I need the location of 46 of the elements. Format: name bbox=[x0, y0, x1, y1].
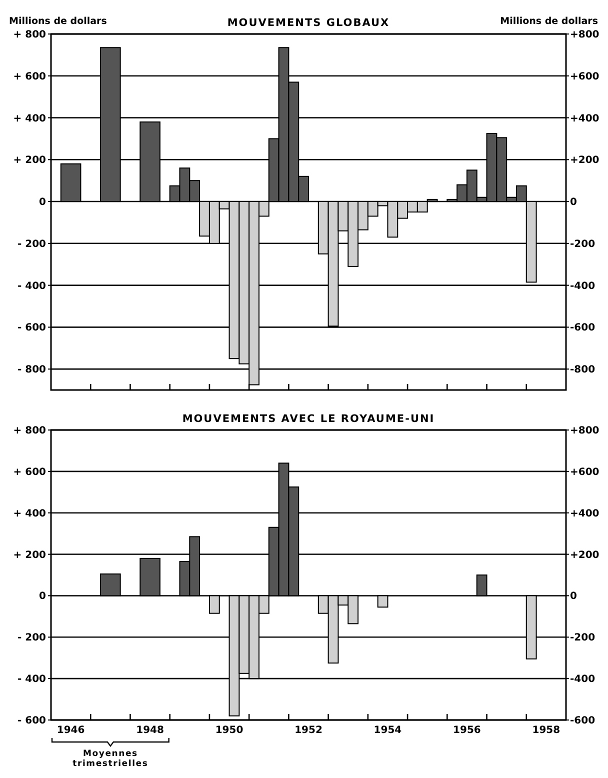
y-tick-label: - 400 bbox=[17, 674, 46, 686]
y-tick-label: - 200 bbox=[17, 632, 46, 644]
y2-tick-label: -800 bbox=[570, 364, 596, 376]
y-tick-label: + 800 bbox=[13, 426, 46, 436]
x-tick-label: 1950 bbox=[215, 725, 244, 736]
y-tick-label: + 400 bbox=[13, 113, 46, 124]
y2-tick-label: +400 bbox=[570, 508, 600, 520]
y2-tick-label: -400 bbox=[570, 280, 596, 292]
y-tick-label: - 400 bbox=[17, 280, 46, 292]
y-tick-label: + 600 bbox=[13, 71, 46, 82]
y2-tick-label: +400 bbox=[570, 113, 600, 124]
y2-tick-label: +200 bbox=[570, 155, 600, 166]
y-tick-label: + 200 bbox=[13, 550, 46, 561]
y2-tick-label: -400 bbox=[570, 674, 596, 686]
y2-tick-label: +200 bbox=[570, 550, 600, 561]
y2-tick-label: -600 bbox=[570, 322, 596, 334]
y2-tick-label: +600 bbox=[570, 71, 600, 82]
y-tick-label: + 600 bbox=[13, 466, 46, 478]
y-axis-title: Millions de dollars bbox=[9, 16, 108, 27]
chart-title: MOUVEMENTS AVEC LE ROYAUME-UNI bbox=[182, 413, 435, 425]
y2-axis-title: Millions de dollars bbox=[500, 16, 598, 27]
y2-tick-label: -200 bbox=[570, 238, 596, 250]
x-tick-label: 1958 bbox=[532, 725, 560, 736]
chart-title: MOUVEMENTS GLOBAUX bbox=[227, 17, 390, 29]
y-tick-label: + 200 bbox=[13, 155, 46, 166]
x-tick-label: 1954 bbox=[374, 725, 402, 736]
x-tick-label: 1948 bbox=[136, 725, 164, 736]
text: Moyennes trimestrielles bbox=[72, 749, 148, 769]
y-tick-label: - 600 bbox=[17, 322, 46, 334]
y-tick-label: - 200 bbox=[17, 238, 46, 250]
y-tick-label: - 600 bbox=[17, 716, 46, 726]
y2-tick-label: 0 bbox=[570, 591, 577, 602]
y-tick-label: - 800 bbox=[17, 364, 46, 376]
y2-tick-label: 0 bbox=[570, 197, 577, 208]
y2-tick-label: +800 bbox=[570, 426, 600, 436]
y-tick-label: 0 bbox=[39, 591, 46, 602]
x-tick-label: 1956 bbox=[453, 725, 481, 736]
x-tick-label: 1952 bbox=[294, 725, 322, 736]
x-tick-label: 1946 bbox=[56, 725, 85, 736]
y-tick-label: + 400 bbox=[13, 508, 46, 520]
y2-tick-label: +800 bbox=[570, 30, 600, 40]
y2-tick-label: +600 bbox=[570, 466, 600, 478]
y2-tick-label: -200 bbox=[570, 632, 596, 644]
y-tick-label: 0 bbox=[39, 197, 46, 208]
y2-tick-label: -600 bbox=[570, 716, 596, 726]
y-tick-label: + 800 bbox=[13, 30, 46, 40]
